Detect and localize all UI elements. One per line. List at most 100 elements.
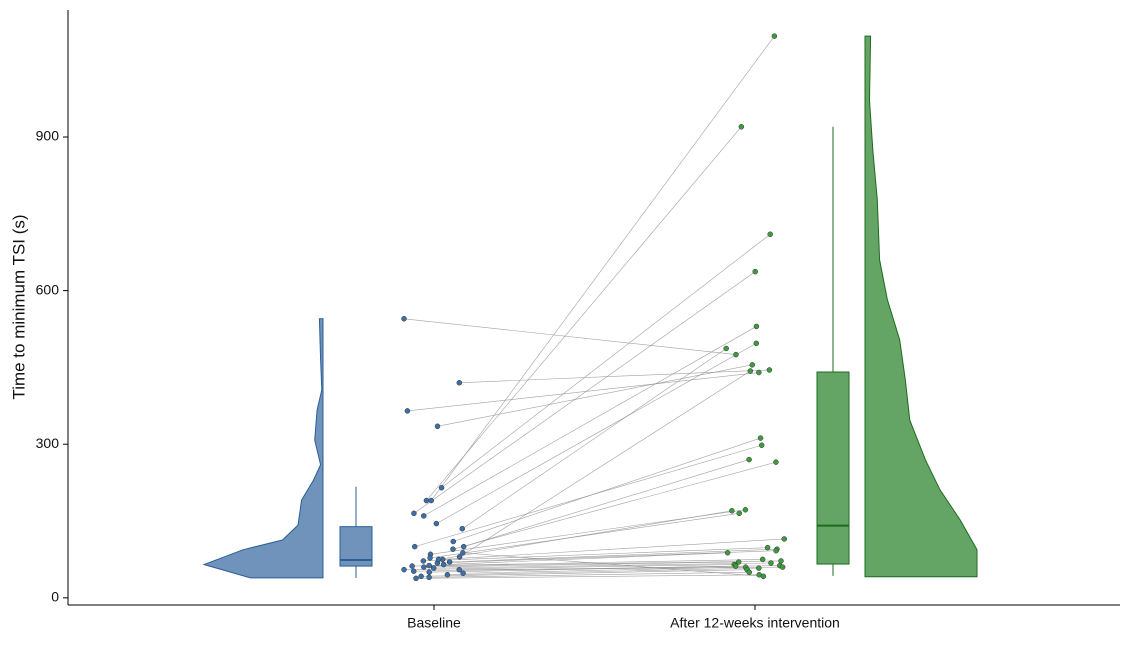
pair-line xyxy=(459,369,770,384)
point xyxy=(456,380,463,386)
point xyxy=(456,566,462,573)
point xyxy=(438,484,445,491)
density xyxy=(864,35,978,578)
point xyxy=(460,543,467,550)
pair-line xyxy=(430,513,740,559)
pair-line xyxy=(403,318,737,355)
point xyxy=(756,565,762,571)
point xyxy=(426,562,432,569)
pair-line xyxy=(459,566,783,570)
pair-line xyxy=(463,459,750,547)
point xyxy=(760,573,767,580)
pair-line xyxy=(433,562,771,569)
point xyxy=(421,564,427,570)
point xyxy=(749,362,756,368)
point xyxy=(418,573,424,580)
point xyxy=(771,33,778,39)
point xyxy=(767,231,773,238)
pair-line xyxy=(449,548,777,563)
point xyxy=(723,345,729,352)
point xyxy=(738,123,745,130)
point xyxy=(746,569,753,575)
point xyxy=(411,543,418,550)
pair-line xyxy=(416,574,760,579)
point xyxy=(732,563,739,569)
point xyxy=(423,497,430,504)
point xyxy=(779,564,786,570)
point xyxy=(411,510,417,517)
point xyxy=(759,556,766,563)
pair-line xyxy=(463,566,746,574)
point xyxy=(426,569,432,575)
point xyxy=(747,368,754,374)
pair-line xyxy=(413,271,756,514)
pair-line xyxy=(423,547,768,562)
pair-line xyxy=(462,348,727,529)
pair-line xyxy=(423,326,757,517)
point xyxy=(401,566,407,573)
point xyxy=(736,510,743,517)
point xyxy=(773,547,779,554)
pair-line xyxy=(453,437,761,542)
point xyxy=(773,459,779,465)
x-tick-label: Baseline xyxy=(407,615,461,631)
point xyxy=(446,559,453,565)
pair-line xyxy=(438,510,732,560)
point xyxy=(433,520,440,527)
point xyxy=(729,508,735,514)
pair-line xyxy=(459,370,751,558)
point xyxy=(435,556,442,563)
pair-line xyxy=(429,559,763,566)
pair-line xyxy=(437,364,753,427)
point xyxy=(401,316,407,322)
point xyxy=(742,507,749,513)
y-axis-label: Time to minimum TSI (s) xyxy=(9,214,28,399)
point xyxy=(752,268,758,275)
pair-line xyxy=(442,538,785,560)
pair-line xyxy=(429,571,750,578)
pair-line xyxy=(430,35,775,501)
point xyxy=(409,563,415,569)
point xyxy=(753,340,760,347)
point xyxy=(426,574,432,581)
point xyxy=(778,558,784,564)
point xyxy=(460,550,466,556)
point xyxy=(444,572,451,578)
point xyxy=(440,561,447,568)
point xyxy=(428,497,434,504)
x-tick-label: After 12-weeks intervention xyxy=(670,615,840,631)
point xyxy=(427,555,433,561)
point xyxy=(430,565,437,571)
point xyxy=(764,544,771,551)
pair-line xyxy=(462,552,764,577)
point xyxy=(404,408,411,414)
point xyxy=(420,558,427,564)
pair-line xyxy=(426,126,742,501)
box xyxy=(816,371,850,565)
point xyxy=(450,538,457,545)
point xyxy=(456,554,463,560)
pair-line xyxy=(423,561,739,568)
point xyxy=(766,367,773,373)
point xyxy=(420,513,427,519)
point xyxy=(746,456,752,463)
point xyxy=(413,575,419,582)
point xyxy=(724,550,731,556)
density xyxy=(202,318,324,579)
point xyxy=(459,525,466,532)
pair-line xyxy=(452,461,777,550)
pair-line xyxy=(447,567,759,576)
y-tick-label: 300 xyxy=(36,435,60,451)
point xyxy=(733,351,739,358)
y-tick-label: 900 xyxy=(36,128,60,144)
y-tick-label: 600 xyxy=(36,281,60,297)
y-tick-label: 0 xyxy=(51,589,59,605)
point xyxy=(756,369,762,376)
point xyxy=(757,435,764,441)
pair-line xyxy=(414,444,762,547)
point xyxy=(781,536,787,542)
point xyxy=(434,423,441,430)
pair-line xyxy=(443,552,728,565)
pair-line xyxy=(407,372,759,412)
